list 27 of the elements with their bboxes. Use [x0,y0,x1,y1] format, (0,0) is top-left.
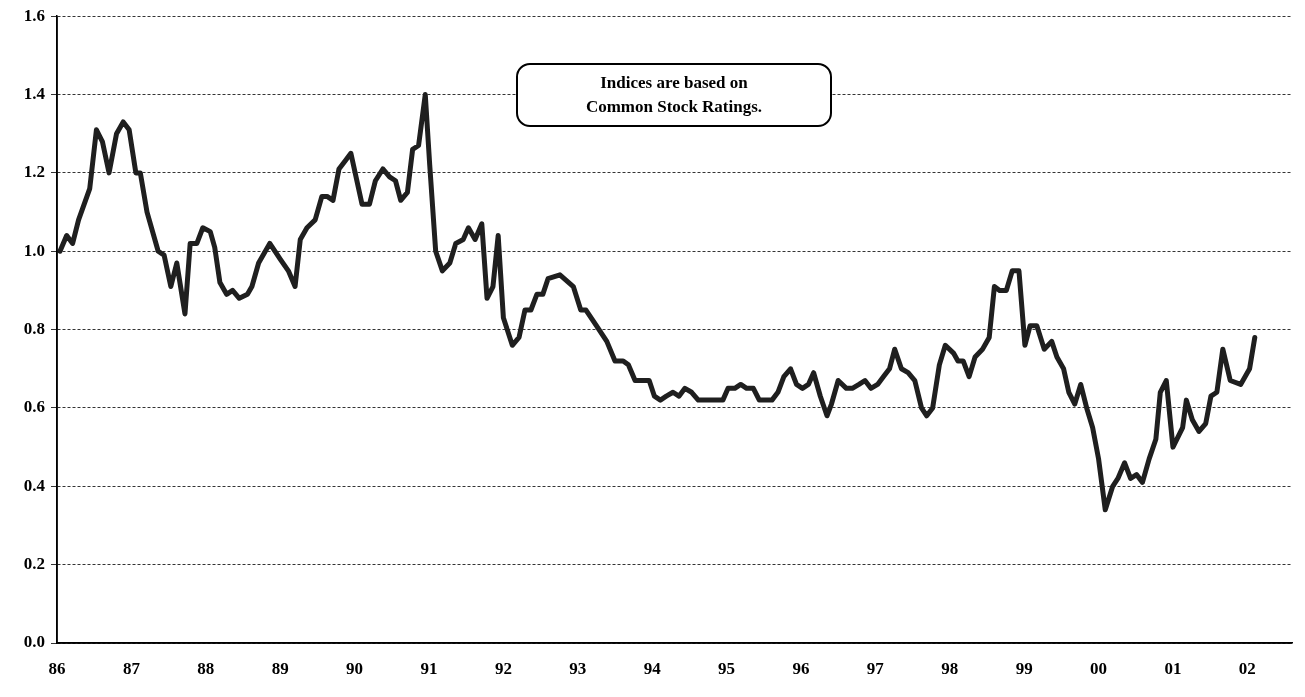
x-tick-label: 98 [941,658,959,678]
x-tick-label: 01 [1164,658,1182,678]
x-tick-label: 02 [1238,658,1256,678]
y-tick-label: 0.8 [23,318,45,338]
y-tick-label: 1.0 [23,240,45,260]
x-tick-label: 99 [1015,658,1033,678]
x-tick-label: 97 [866,658,885,678]
y-tick-label: 0.2 [23,554,45,574]
x-tick-label: 86 [48,658,66,678]
x-tick-label: 88 [197,658,215,678]
y-tick-label: 1.2 [23,162,45,182]
x-tick-label: 96 [792,658,810,678]
callout-box: Indices are based on Common Stock Ratings. [516,63,832,127]
x-tick-label: 94 [643,658,662,678]
y-tick-label: 0.4 [23,475,46,495]
x-tick-label: 91 [420,658,438,678]
x-tick-label: 90 [346,658,364,678]
y-tick-label: 0.0 [23,632,45,652]
x-tick-label: 89 [271,658,289,678]
x-tick-label: 00 [1090,658,1108,678]
y-tick-label: 1.4 [23,83,46,103]
x-tick-label: 95 [718,658,736,678]
y-tick-label: 1.6 [23,5,45,25]
x-tick-label: 93 [569,658,587,678]
y-tick-label: 0.6 [23,397,45,417]
x-tick-label: 92 [494,658,512,678]
x-tick-label: 87 [122,658,141,678]
